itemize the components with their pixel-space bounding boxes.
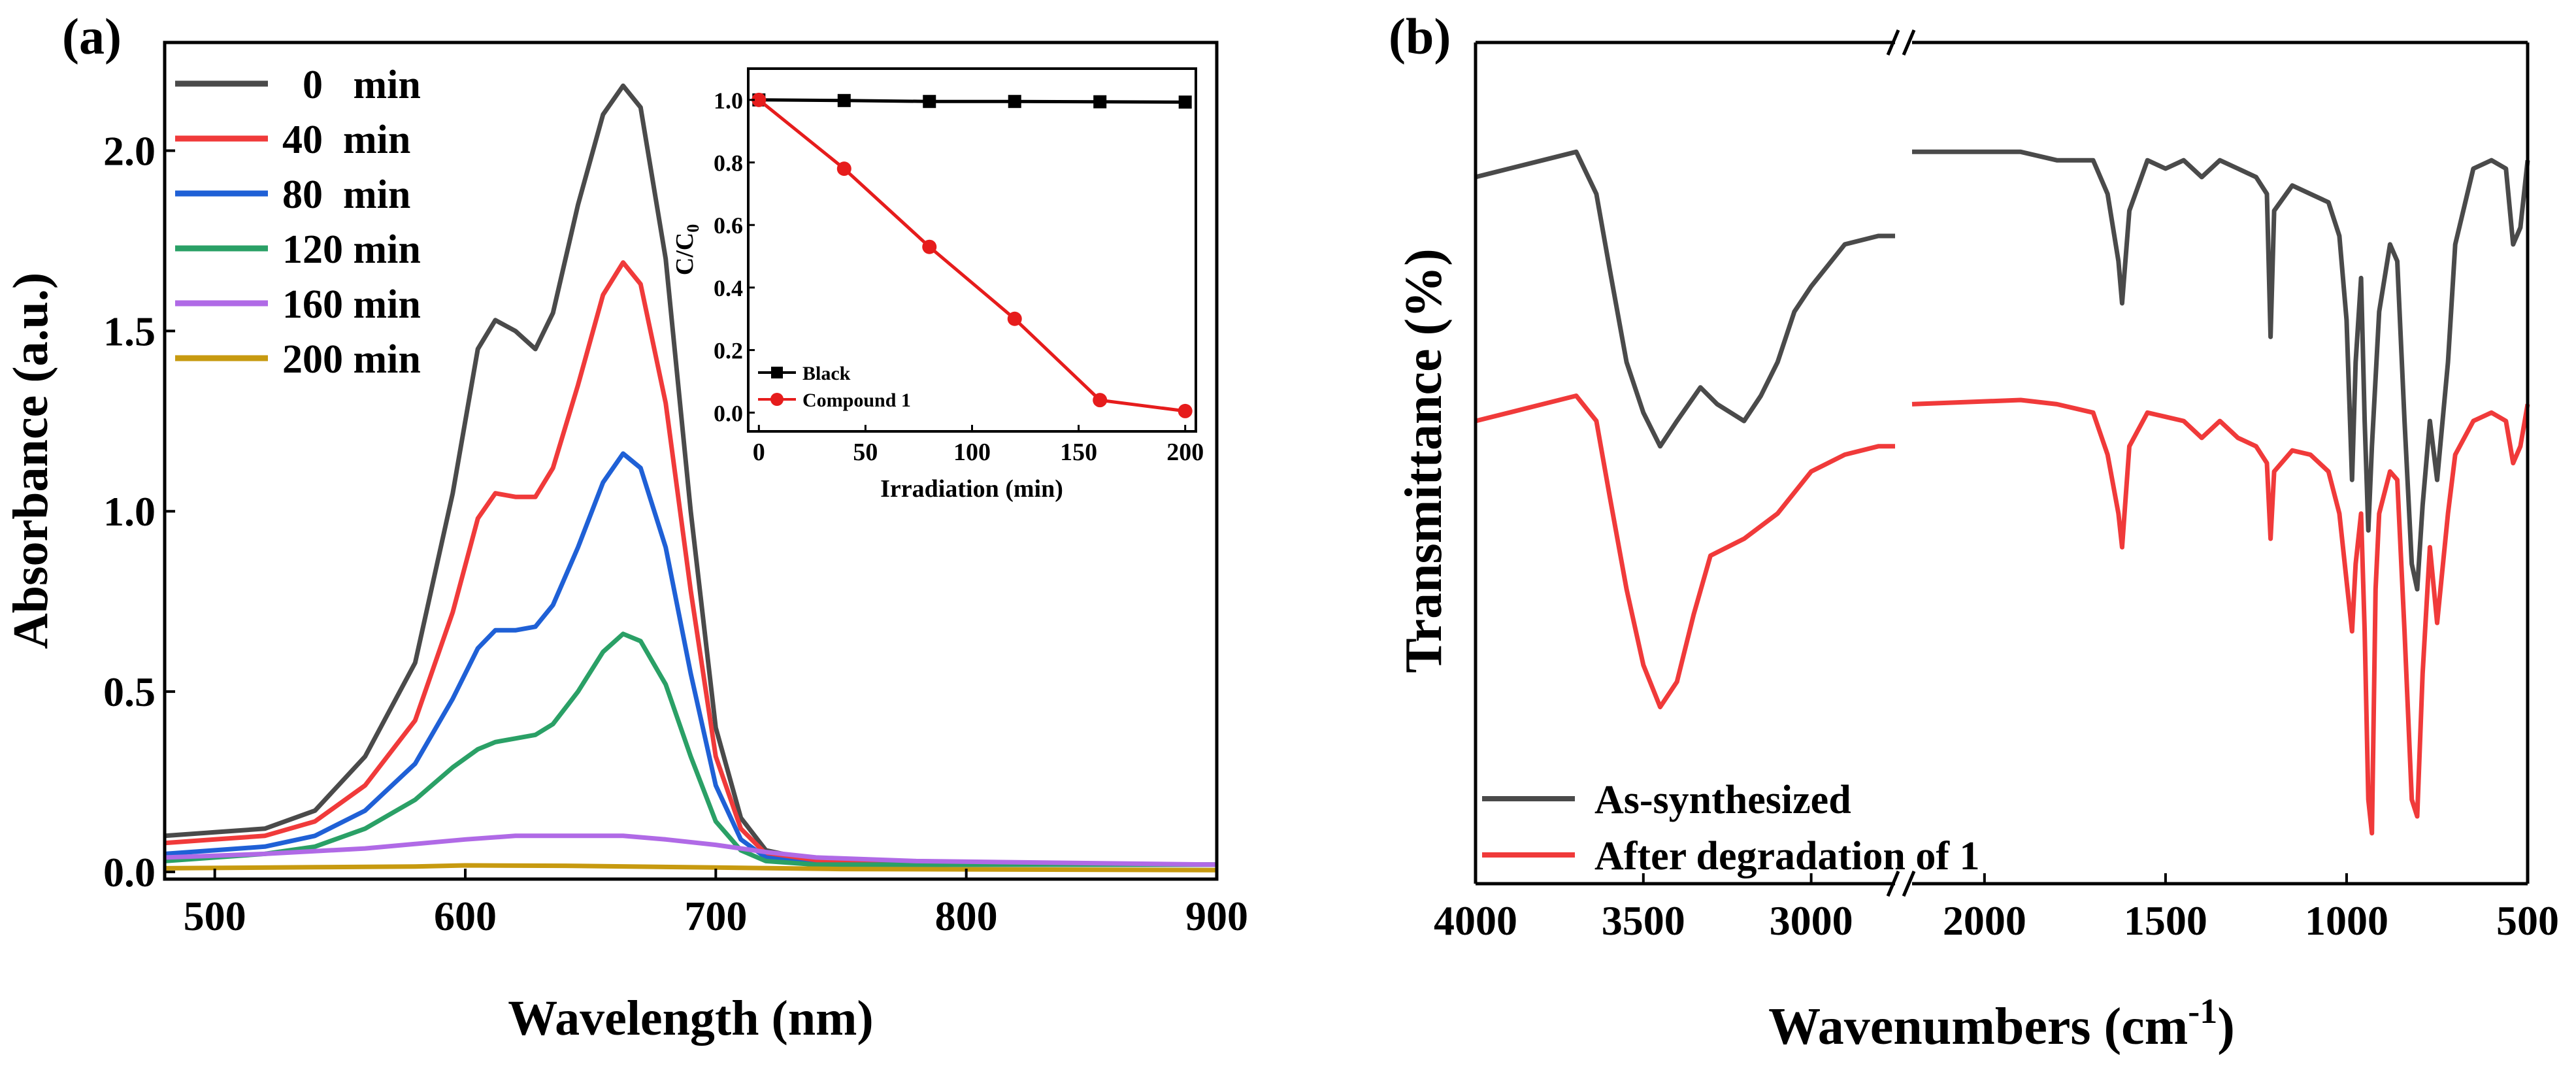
- x-tick-label-900: 900: [1185, 893, 1248, 939]
- panel-a: (a) 500 600 700 800 900 0.00.51.01.52.0 Wave…: [3, 8, 1248, 1046]
- panel-a-x-axis: 500 600 700 800 900: [184, 869, 1248, 939]
- axis-break-mark-bottom: [1886, 871, 1916, 897]
- panel-a-y-label: Absorbance (a.u.): [3, 273, 58, 649]
- panel-b-legend: As-synthesized After degradation of 1: [1482, 778, 1979, 878]
- axis-break-mark-top: [1886, 29, 1916, 56]
- legend-label-120-min: 120 min: [282, 227, 421, 272]
- legend-label-80-min: 80 min: [282, 173, 410, 217]
- panel-b-x-label: Wavenumbers (cm-1): [1768, 992, 2235, 1056]
- inset-legend-label-compound-1: Compound 1: [802, 390, 911, 411]
- data-point-black-40: [837, 93, 851, 107]
- panel-b-label: (b): [1389, 8, 1451, 65]
- b-x-tick-label-500: 500: [2496, 897, 2559, 944]
- panel-a-label: (a): [62, 8, 122, 65]
- data-point-compound-1-0: [751, 92, 767, 107]
- panel-b-x-label-tail: ): [2217, 998, 2235, 1056]
- panel-a-series: [164, 83, 1217, 873]
- series-line-0-min: [164, 83, 1217, 867]
- series-line-80-min: [164, 451, 1217, 867]
- panel-b-x-label-main: Wavenumbers (cm: [1768, 998, 2188, 1056]
- y-tick-label-1.5: 1.5: [103, 308, 156, 354]
- panel-a-legend: 0 min 40 min 80 min 120 min 160 min 200 min: [175, 63, 421, 382]
- series-line-compound-1: [757, 98, 1186, 413]
- inset-legend: Black Compound 1: [758, 363, 911, 411]
- legend-label-0-min: 0 min: [282, 63, 421, 107]
- data-point-black-80: [923, 95, 936, 108]
- data-point-compound-1-80: [922, 239, 937, 254]
- inset-x-tick-label-200: 200: [1166, 439, 1204, 466]
- inset-y-tick-label-0.0: 0.0: [714, 400, 743, 426]
- inset-y-label: C/C0: [671, 224, 702, 275]
- series-line-200-min: [164, 863, 1217, 873]
- b-x-tick-label-3000: 3000: [1770, 897, 1853, 944]
- inset-background: [745, 56, 1202, 451]
- legend-label-after-degradation-of-1: After degradation of 1: [1594, 834, 1979, 878]
- legend-label-160-min: 160 min: [282, 282, 421, 327]
- b-x-tick-label-1000: 1000: [2305, 897, 2388, 944]
- inset-x-tick-label-150: 150: [1060, 439, 1097, 466]
- panel-a-frame: [163, 41, 1219, 881]
- series-line-as-synthesized-low-wavenumber: [1912, 149, 2530, 592]
- panel-a-x-label: Wavelength (nm): [508, 991, 873, 1046]
- panel-b-x-axis: 4000 3500 3000 2000 1500 1000 500: [1434, 873, 2559, 944]
- inset-legend-marker-black: [771, 367, 783, 378]
- inset-x-tick-label-0: 0: [753, 439, 765, 466]
- inset-x-tick-label-100: 100: [953, 439, 991, 466]
- inset-x-tick-label-50: 50: [853, 439, 878, 466]
- y-tick-label-2.0: 2.0: [103, 128, 156, 175]
- legend-label-40-min: 40 min: [282, 118, 410, 162]
- legend-label-as-synthesized: As-synthesized: [1594, 778, 1851, 822]
- legend-label-200-min: 200 min: [282, 337, 421, 382]
- y-tick-label-0.0: 0.0: [103, 849, 156, 895]
- b-x-tick-label-4000: 4000: [1434, 897, 1517, 944]
- inset-y-axis: 0.0 0.2 0.4 0.6 0.8 1.0: [714, 88, 755, 426]
- x-tick-label-800: 800: [935, 893, 998, 939]
- y-tick-label-0.5: 0.5: [103, 669, 156, 715]
- x-tick-label-500: 500: [184, 893, 246, 939]
- panel-a-y-axis: 0.0 0.5 1.0 1.5 2.0: [103, 128, 175, 895]
- inset-x-axis: 0 50 100 150 200: [753, 425, 1204, 466]
- panel-b-x-label-sup: -1: [2188, 992, 2217, 1031]
- panel-b-series: [1475, 149, 2530, 836]
- series-line-black: [759, 98, 1185, 104]
- panel-b-frame: [1474, 41, 2530, 886]
- inset-y-tick-label-0.2: 0.2: [714, 338, 743, 364]
- panel-b-y-label: Transmittance (%): [1395, 248, 1453, 673]
- inset-x-label: Irradiation (min): [880, 475, 1063, 503]
- inset-legend-marker-compound-1: [770, 393, 784, 406]
- series-line-after-degradation-of-1-low-wavenumber: [1911, 397, 2530, 836]
- b-x-tick-label-2000: 2000: [1943, 897, 2026, 944]
- inset-y-label-sub: 0: [684, 224, 702, 233]
- data-point-compound-1-200: [1178, 403, 1193, 418]
- data-point-black-160: [1093, 95, 1107, 108]
- b-x-tick-label-3500: 3500: [1602, 897, 1685, 944]
- data-point-compound-1-40: [836, 161, 851, 176]
- series-line-after-degradation-of-1-high-wavenumber: [1475, 393, 1895, 710]
- data-point-compound-1-160: [1093, 393, 1108, 408]
- series-line-120-min: [164, 631, 1217, 867]
- b-x-tick-label-1500: 1500: [2124, 897, 2207, 944]
- data-point-compound-1-120: [1007, 311, 1022, 326]
- y-tick-label-1.0: 1.0: [103, 488, 156, 535]
- inset-series: [751, 92, 1193, 418]
- data-point-black-120: [1008, 95, 1021, 108]
- inset-y-tick-label-1.0: 1.0: [714, 88, 743, 114]
- x-tick-label-700: 700: [684, 893, 747, 939]
- x-tick-label-600: 600: [434, 893, 497, 939]
- inset-y-tick-label-0.6: 0.6: [714, 212, 743, 239]
- series-line-as-synthesized-high-wavenumber: [1475, 149, 1895, 449]
- series-line-40-min: [164, 260, 1217, 867]
- data-point-black-200: [1178, 95, 1192, 109]
- inset-y-tick-label-0.4: 0.4: [714, 275, 743, 301]
- series-line-160-min: [164, 833, 1217, 867]
- inset-y-label-main: C/C: [671, 233, 699, 275]
- inset-y-tick-label-0.8: 0.8: [714, 150, 743, 176]
- inset-chart: 0 50 100 150 200 0.0 0.2 0.4 0.6 0.8 1.0 Irradiat…: [671, 56, 1204, 503]
- inset-legend-label-black: Black: [802, 363, 851, 384]
- panel-b: (b) 4000 3500 3000 2000 1500 1000 500 Wavenumb…: [1389, 8, 2559, 1056]
